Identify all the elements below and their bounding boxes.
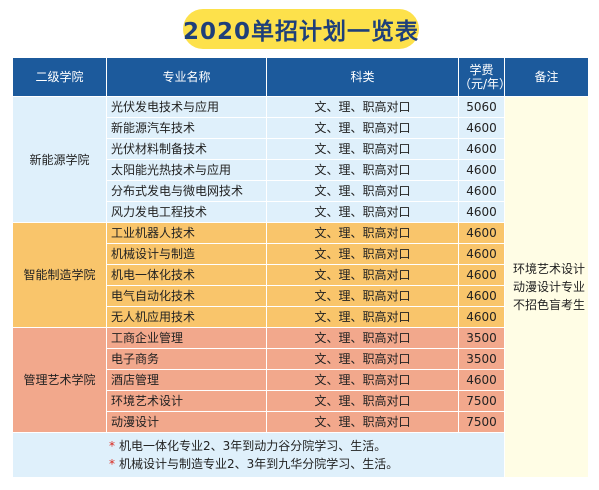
page-title: 2020单招计划一览表 xyxy=(183,9,419,49)
major-cell: 风力发电工程技术 xyxy=(106,201,267,223)
major-cell: 新能源汽车技术 xyxy=(106,117,267,139)
table-row: 机械设计与制造 文、理、职高对口 4600 xyxy=(13,243,589,265)
subject-cell: 文、理、职高对口 xyxy=(266,411,459,433)
table-row: 无人机应用技术 文、理、职高对口 4600 xyxy=(13,306,589,328)
table-row: 电气自动化技术 文、理、职高对口 4600 xyxy=(13,285,589,307)
fee-cell: 4600 xyxy=(458,369,505,391)
subject-cell: 文、理、职高对口 xyxy=(266,96,459,118)
table-row: 分布式发电与微电网技术 文、理、职高对口 4600 xyxy=(13,180,589,202)
major-cell: 机械设计与制造 xyxy=(106,243,267,265)
table-row: 光伏材料制备技术 文、理、职高对口 4600 xyxy=(13,138,589,160)
fee-cell: 5060 xyxy=(458,96,505,118)
subject-cell: 文、理、职高对口 xyxy=(266,201,459,223)
subject-cell: 文、理、职高对口 xyxy=(266,159,459,181)
header-fee-line2: （元/年） xyxy=(459,77,504,91)
major-cell: 电子商务 xyxy=(106,348,267,370)
subject-cell: 文、理、职高对口 xyxy=(266,390,459,412)
major-cell: 光伏发电技术与应用 xyxy=(106,96,267,118)
header-fee: 学费 （元/年） xyxy=(458,57,505,97)
major-cell: 分布式发电与微电网技术 xyxy=(106,180,267,202)
fee-cell: 4600 xyxy=(458,138,505,160)
subject-cell: 文、理、职高对口 xyxy=(266,348,459,370)
subject-cell: 文、理、职高对口 xyxy=(266,306,459,328)
fee-cell: 4600 xyxy=(458,243,505,265)
subject-cell: 文、理、职高对口 xyxy=(266,180,459,202)
subject-cell: 文、理、职高对口 xyxy=(266,138,459,160)
note-text: 机械设计与制造专业2、3年到九华分院学习、生活。 xyxy=(119,457,399,471)
table-row: 电子商务 文、理、职高对口 3500 xyxy=(13,348,589,370)
college-cell: 智能制造学院 xyxy=(12,222,107,328)
note-line: * 机电一体化专业2、3年到动力谷分院学习、生活。 xyxy=(109,437,504,455)
table-row: 机电一体化技术 文、理、职高对口 4600 xyxy=(13,264,589,286)
table-row: 酒店管理 文、理、职高对口 4600 xyxy=(13,369,589,391)
header-remark: 备注 xyxy=(504,57,589,97)
note-line: * 机械设计与制造专业2、3年到九华分院学习、生活。 xyxy=(109,455,504,473)
table-row: 智能制造学院 工业机器人技术 文、理、职高对口 4600 xyxy=(12,222,589,328)
major-cell: 酒店管理 xyxy=(106,369,267,391)
major-cell: 机电一体化技术 xyxy=(106,264,267,286)
major-cell: 工商企业管理 xyxy=(106,327,267,349)
major-cell: 环境艺术设计 xyxy=(106,390,267,412)
major-cell: 电气自动化技术 xyxy=(106,285,267,307)
subject-cell: 文、理、职高对口 xyxy=(266,222,459,244)
subject-cell: 文、理、职高对口 xyxy=(266,243,459,265)
major-cell: 光伏材料制备技术 xyxy=(106,138,267,160)
college-cell: 管理艺术学院 xyxy=(12,327,107,433)
table-row: 环境艺术设计 文、理、职高对口 7500 xyxy=(13,390,589,412)
admission-plan-table: 二级学院 专业名称 科类 学费 （元/年） 备注 新能源学院光伏发电技术与应用文… xyxy=(12,57,589,478)
major-cell: 无人机应用技术 xyxy=(106,306,267,328)
notes-row: * 机电一体化专业2、3年到动力谷分院学习、生活。 * 机械设计与制造专业2、3年到九… xyxy=(12,432,589,478)
remark-cell: 环境艺术设计动漫设计专业不招色盲考生 xyxy=(504,96,589,478)
fee-cell: 4600 xyxy=(458,159,505,181)
fee-cell: 4600 xyxy=(458,117,505,139)
fee-cell: 7500 xyxy=(458,411,505,433)
major-cell: 工业机器人技术 xyxy=(106,222,267,244)
fee-cell: 3500 xyxy=(458,348,505,370)
fee-cell: 4600 xyxy=(458,264,505,286)
major-cell: 太阳能光热技术与应用 xyxy=(106,159,267,181)
table-row: 新能源学院 光伏发电技术与应用 文、理、职高对口 5060 环境艺术设计动漫设计专业不招… xyxy=(12,96,589,478)
fee-cell: 4600 xyxy=(458,285,505,307)
fee-cell: 4600 xyxy=(458,180,505,202)
fee-cell: 4600 xyxy=(458,306,505,328)
header-college: 二级学院 xyxy=(12,57,107,97)
asterisk-icon: * xyxy=(109,439,115,453)
table-row: 管理艺术学院 工商企业管理 文、理、职高对口 3500 xyxy=(12,327,589,433)
header-major: 专业名称 xyxy=(106,57,267,97)
header-subject: 科类 xyxy=(266,57,459,97)
fee-cell: 3500 xyxy=(458,327,505,349)
table-row: 新能源汽车技术 文、理、职高对口 4600 xyxy=(13,117,589,139)
table-body: 新能源学院 光伏发电技术与应用 文、理、职高对口 5060 环境艺术设计动漫设计专业不招… xyxy=(12,96,589,478)
fee-cell: 7500 xyxy=(458,390,505,412)
header-fee-line1: 学费 xyxy=(469,63,494,77)
fee-cell: 4600 xyxy=(458,222,505,244)
note-text: 机电一体化专业2、3年到动力谷分院学习、生活。 xyxy=(119,439,387,453)
table-row: 动漫设计 文、理、职高对口 7500 xyxy=(13,411,589,433)
major-cell: 动漫设计 xyxy=(106,411,267,433)
subject-cell: 文、理、职高对口 xyxy=(266,369,459,391)
subject-cell: 文、理、职高对口 xyxy=(266,117,459,139)
notes-cell: * 机电一体化专业2、3年到动力谷分院学习、生活。 * 机械设计与制造专业2、3年到九… xyxy=(12,432,505,478)
subject-cell: 文、理、职高对口 xyxy=(266,264,459,286)
table-row: 风力发电工程技术 文、理、职高对口 4600 xyxy=(13,201,589,223)
table-header-row: 二级学院 专业名称 科类 学费 （元/年） 备注 xyxy=(12,57,589,97)
subject-cell: 文、理、职高对口 xyxy=(266,327,459,349)
fee-cell: 4600 xyxy=(458,201,505,223)
asterisk-icon: * xyxy=(109,457,115,471)
college-cell: 新能源学院 xyxy=(12,96,107,223)
subject-cell: 文、理、职高对口 xyxy=(266,285,459,307)
